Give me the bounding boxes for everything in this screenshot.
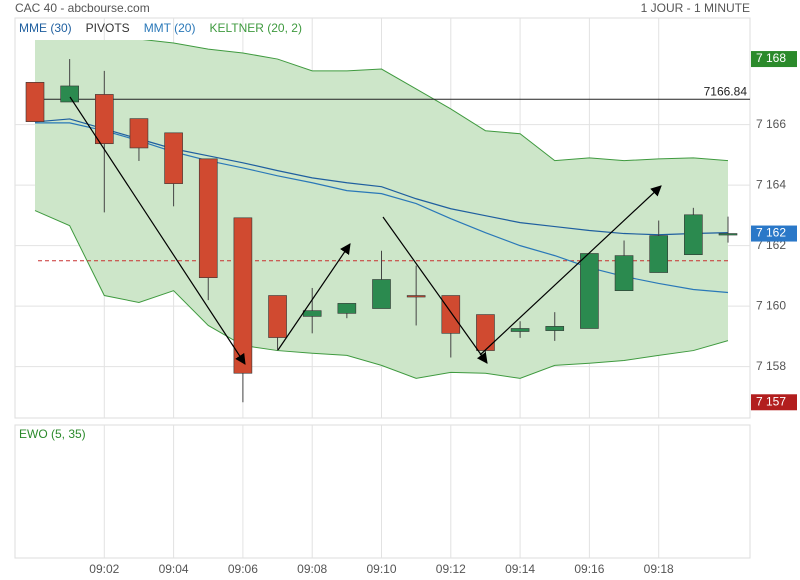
x-tick-label: 09:10 xyxy=(366,562,396,576)
x-tick-label: 09:12 xyxy=(436,562,466,576)
candle-body xyxy=(95,94,114,145)
pivot-label: 7166.84 xyxy=(704,84,748,98)
chart-title: CAC 40 - abcbourse.com xyxy=(15,1,150,15)
candle-body xyxy=(441,295,461,334)
candle-body xyxy=(60,85,79,103)
period-label: 1 JOUR - 1 MINUTE xyxy=(641,1,750,15)
drawn-arrow xyxy=(382,216,488,364)
price-marker xyxy=(751,51,797,68)
x-tick-label: 09:04 xyxy=(159,562,189,576)
candle-body xyxy=(580,253,599,329)
x-tick-label: 09:16 xyxy=(574,562,604,576)
candle-body xyxy=(510,328,530,332)
price-marker-label: 7 168 xyxy=(756,51,786,65)
legend-entry: KELTNER (20, 2) xyxy=(209,21,301,35)
candle-body xyxy=(164,132,183,184)
candle-body xyxy=(684,214,703,256)
candle-body xyxy=(198,158,218,278)
y-tick-label: 7 160 xyxy=(756,298,786,312)
keltner-upper xyxy=(142,40,729,162)
drawn-arrow xyxy=(277,243,351,351)
candle-body xyxy=(268,295,287,338)
x-tick-label: 09:18 xyxy=(644,562,674,576)
price-marker xyxy=(751,394,797,411)
legend-entry: MME (30) xyxy=(19,21,72,35)
moving-average-line xyxy=(35,122,729,294)
keltner-lower xyxy=(34,210,729,379)
price-marker xyxy=(751,225,797,242)
lower-panel-title: EWO (5, 35) xyxy=(19,427,86,441)
lower-panel xyxy=(14,424,751,559)
candle-body xyxy=(302,310,322,317)
candle-body xyxy=(545,326,565,331)
candle-body xyxy=(372,279,391,309)
candle-body xyxy=(337,303,357,314)
plot-area xyxy=(25,40,750,403)
candle-body xyxy=(614,255,634,291)
drawn-arrow xyxy=(479,185,662,356)
candle-body xyxy=(718,233,738,236)
drawings xyxy=(69,96,662,365)
y-tick-label: 7 166 xyxy=(756,117,786,131)
candle-body xyxy=(233,217,253,374)
y-tick-label: 7 164 xyxy=(756,177,786,191)
legend-entry: PIVOTS xyxy=(86,21,130,35)
price-marker-label: 7 162 xyxy=(756,226,786,240)
price-marker-label: 7 157 xyxy=(756,394,786,408)
drawn-arrow xyxy=(69,96,246,365)
candle-body xyxy=(406,295,426,298)
legend-entry: MMT (20) xyxy=(144,21,196,35)
x-tick-label: 09:14 xyxy=(505,562,535,576)
x-tick-label: 09:06 xyxy=(228,562,258,576)
main-panel xyxy=(14,17,751,419)
x-tick-label: 09:02 xyxy=(89,562,119,576)
y-tick-label: 7 158 xyxy=(756,359,786,373)
candle-body xyxy=(25,82,45,122)
keltner-fill xyxy=(35,40,728,379)
moving-average-line xyxy=(34,118,729,236)
candle-body xyxy=(129,118,149,149)
candle-body xyxy=(649,235,669,273)
candle-body xyxy=(476,314,495,351)
x-tick-label: 09:08 xyxy=(297,562,327,576)
legend: MME (30) PIVOTS MMT (20) KELTNER (20, 2) xyxy=(19,21,302,35)
